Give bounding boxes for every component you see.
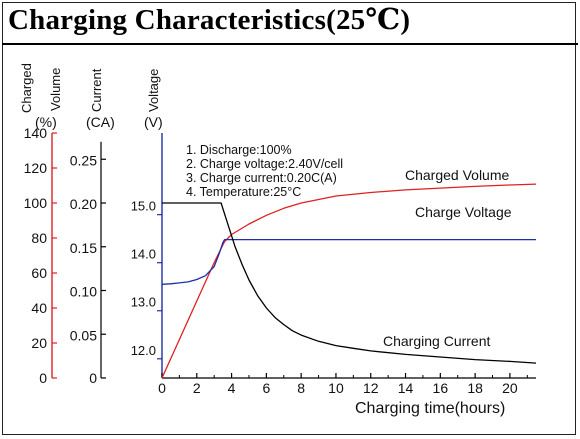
series-label-charged-volume: Charged Volume [405, 167, 510, 183]
x-axis-label: Charging time(hours) [355, 400, 505, 417]
x-axis-tick-label: 12 [363, 380, 379, 396]
voltage-axis-tick-label: 13.0 [131, 295, 156, 310]
voltage-axis-tick-label: 15.0 [131, 199, 156, 214]
series-charge-voltage [161, 238, 536, 285]
x-axis-tick-label: 20 [502, 380, 518, 396]
volume-axis-header-2: Volume [48, 68, 63, 111]
volume-axis-unit: (%) [35, 114, 57, 130]
x-axis-tick-label: 0 [158, 380, 166, 396]
volume-axis-tick-label: 60 [31, 265, 47, 281]
voltage-axis-tick-label: 14.0 [131, 247, 156, 262]
page-title: Charging Characteristics(25℃) [8, 4, 411, 36]
current-axis-tick-label: 0.05 [70, 327, 97, 343]
note-3: 3. Charge current:0.20C(A) [186, 171, 337, 185]
note-4: 4. Temperature:25°C [186, 185, 301, 199]
volume-axis-header-1: Charged [19, 63, 34, 113]
x-axis-tick-label: 10 [328, 380, 344, 396]
current-axis-tick-label: 0.25 [70, 152, 97, 168]
volume-axis-tick-label: 0 [39, 370, 47, 386]
current-axis-tick-label: 0.10 [70, 284, 97, 300]
current-axis-tick-label: 0 [89, 370, 97, 386]
volume-axis-tick-label: 40 [31, 300, 47, 316]
current-axis-tick-label: 0.20 [70, 196, 97, 212]
series-label-charge-voltage: Charge Voltage [415, 204, 512, 220]
x-axis-tick-label: 16 [433, 380, 449, 396]
series-charging-current [162, 202, 537, 364]
volume-axis-tick-label: 100 [24, 195, 48, 211]
volume-axis-tick-label: 140 [24, 125, 48, 141]
series-label-charging-current: Charging Current [383, 333, 490, 349]
x-axis-tick-label: 6 [262, 380, 270, 396]
current-axis-header: Current [89, 68, 104, 112]
current-axis-tick-label: 0.15 [70, 240, 97, 256]
x-axis-tick-label: 8 [297, 380, 305, 396]
current-axis-unit: (CA) [86, 114, 115, 130]
voltage-axis-tick-label: 12.0 [131, 343, 156, 358]
voltage-axis-header: Voltage [146, 69, 161, 112]
volume-axis-tick-label: 120 [24, 160, 48, 176]
volume-axis-tick-label: 20 [31, 335, 47, 351]
voltage-axis-unit: (V) [144, 114, 163, 130]
x-axis-tick-label: 4 [228, 380, 236, 396]
note-1: 1. Discharge:100% [186, 143, 292, 157]
x-axis-tick-label: 14 [398, 380, 414, 396]
volume-axis-tick-label: 80 [31, 230, 47, 246]
x-axis-tick-label: 18 [467, 380, 483, 396]
x-axis-tick-label: 2 [193, 380, 201, 396]
note-2: 2. Charge voltage:2.40V/cell [186, 157, 343, 171]
chart-frame [2, 2, 576, 435]
title-divider [2, 43, 578, 45]
